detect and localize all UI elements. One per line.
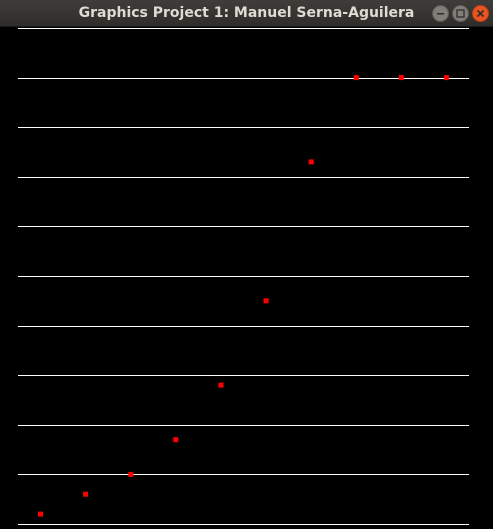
plot-area xyxy=(18,28,469,525)
maximize-icon xyxy=(456,9,465,18)
maximize-button[interactable] xyxy=(452,5,469,22)
data-point-5 xyxy=(263,298,269,304)
data-point-4 xyxy=(218,382,224,388)
data-points xyxy=(38,75,449,517)
close-button[interactable] xyxy=(472,5,489,22)
grid-lines xyxy=(18,28,469,525)
data-point-3 xyxy=(173,437,179,443)
window-title: Graphics Project 1: Manuel Serna-Aguiler… xyxy=(78,5,415,21)
data-point-2 xyxy=(128,471,134,477)
minimize-icon xyxy=(437,13,444,15)
minimize-button[interactable] xyxy=(432,5,449,22)
data-point-6 xyxy=(308,159,314,165)
drawing-canvas xyxy=(0,27,493,525)
close-icon xyxy=(476,9,485,18)
data-point-0 xyxy=(38,511,43,517)
data-point-8 xyxy=(398,75,404,81)
data-point-1 xyxy=(83,491,89,497)
data-point-7 xyxy=(353,75,359,81)
title-bar[interactable]: Graphics Project 1: Manuel Serna-Aguiler… xyxy=(0,0,493,27)
data-point-9 xyxy=(443,75,449,81)
